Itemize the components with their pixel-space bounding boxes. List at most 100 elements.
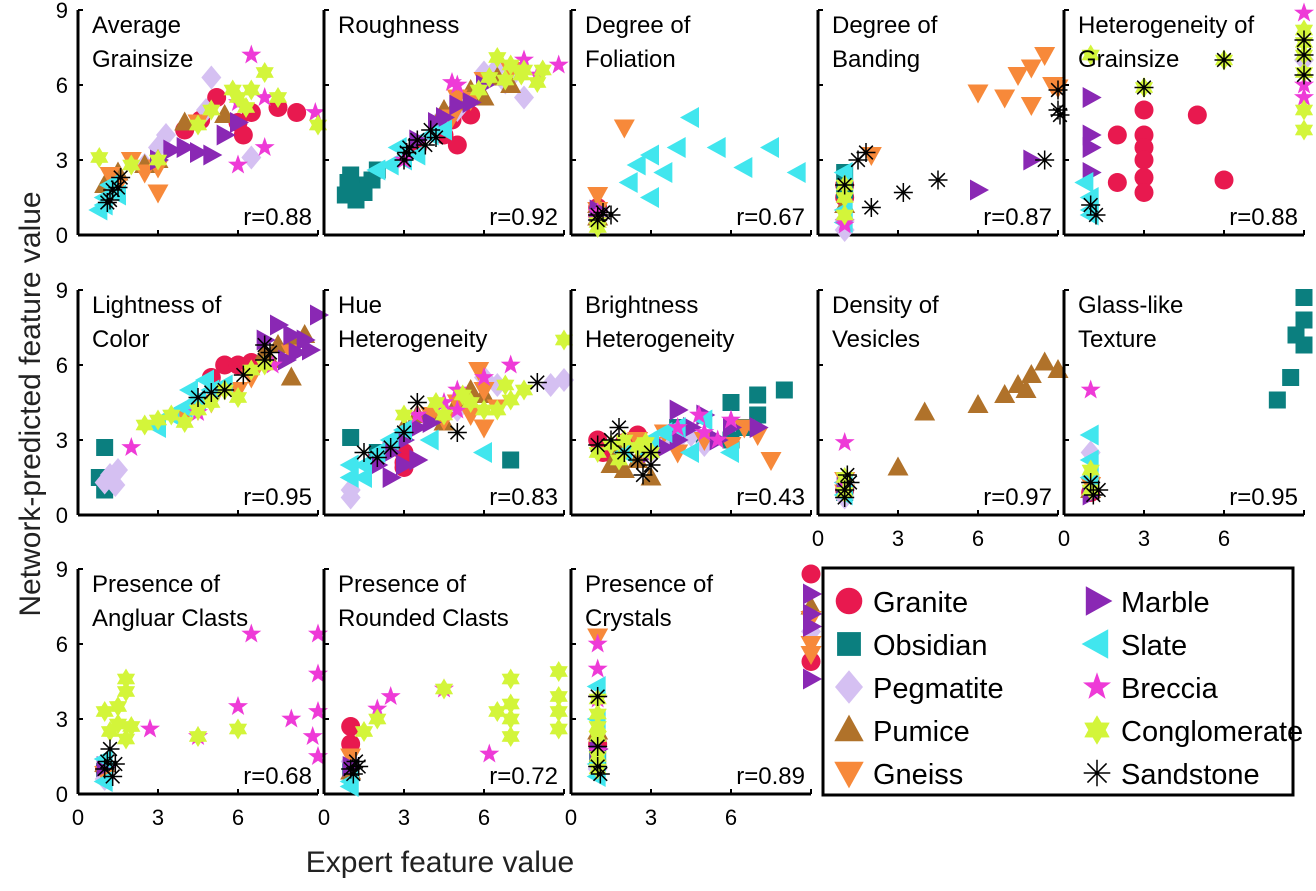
panel-title-line: Degree of xyxy=(585,12,691,39)
point-triangle-left xyxy=(653,162,673,183)
r-value-label: r=0.95 xyxy=(1229,484,1298,511)
panel-title-line: Foliation xyxy=(585,46,676,73)
point-asterisk xyxy=(255,335,275,355)
point-triangle-right xyxy=(803,583,822,605)
y-tick-label: 6 xyxy=(56,353,68,378)
point-triangle-right xyxy=(283,324,303,346)
x-tick-label: 6 xyxy=(972,526,984,551)
point-asterisk xyxy=(341,759,361,779)
point-square xyxy=(1282,369,1300,386)
point-circle xyxy=(1187,105,1207,125)
point-asterisk xyxy=(593,203,613,222)
point-circle xyxy=(1107,173,1127,192)
point-hexagram xyxy=(496,69,515,91)
point-pentagram xyxy=(241,623,262,643)
point-asterisk xyxy=(381,438,401,457)
point-triangle-down xyxy=(468,362,490,381)
point-asterisk xyxy=(1089,480,1109,500)
point-triangle-left xyxy=(179,379,198,401)
point-triangle-left xyxy=(680,442,699,463)
point-hexagram xyxy=(1294,119,1314,141)
point-triangle-down xyxy=(1020,59,1042,79)
point-circle xyxy=(1214,170,1234,190)
point-square xyxy=(347,191,365,209)
panel-title-line: Roughness xyxy=(338,12,459,39)
point-hexagram xyxy=(480,67,499,88)
point-hexagram xyxy=(162,404,181,426)
point-asterisk xyxy=(1048,80,1068,100)
point-pentagram xyxy=(514,49,534,69)
point-triangle-up xyxy=(967,394,989,413)
point-triangle-right xyxy=(163,139,183,161)
point-hexagram xyxy=(609,449,629,471)
point-asterisk xyxy=(835,488,855,507)
point-triangle-right xyxy=(669,399,689,421)
y-tick-label: 9 xyxy=(56,0,68,23)
y-tick-label: 9 xyxy=(56,278,68,303)
point-triangle-right xyxy=(436,107,455,128)
point-diamond xyxy=(241,145,262,170)
point-square xyxy=(1295,336,1313,354)
point-triangle-down xyxy=(1034,47,1056,66)
x-axis-label: Expert feature value xyxy=(306,846,575,879)
point-diamond xyxy=(487,373,508,397)
y-tick-label: 0 xyxy=(56,223,68,248)
legend-marker-asterisk xyxy=(1083,759,1111,787)
point-triangle-right xyxy=(230,112,249,133)
legend-label: Gneiss xyxy=(873,759,963,791)
y-tick-label: 3 xyxy=(56,148,68,173)
point-hexagram xyxy=(228,718,248,740)
x-tick-label: 3 xyxy=(1138,526,1150,551)
point-triangle-down xyxy=(967,84,989,104)
point-asterisk xyxy=(893,183,913,202)
point-hexagram xyxy=(116,668,136,690)
y-tick-label: 6 xyxy=(56,73,68,98)
point-pentagram xyxy=(254,87,275,106)
legend-item-marble: Marble xyxy=(1085,586,1210,619)
x-tick-label: 0 xyxy=(812,526,824,551)
point-hexagram xyxy=(549,686,568,707)
legend-label: Pumice xyxy=(873,716,970,748)
point-asterisk xyxy=(394,423,414,442)
point-pentagram xyxy=(447,379,468,399)
panel-title-line: Average xyxy=(92,12,181,39)
point-circle xyxy=(1134,168,1154,187)
point-triangle-left xyxy=(733,157,753,178)
point-hexagram xyxy=(496,374,515,396)
point-triangle-right xyxy=(422,412,442,433)
point-asterisk xyxy=(188,388,208,407)
point-square xyxy=(722,394,740,411)
point-asterisk xyxy=(111,168,131,187)
point-asterisk xyxy=(588,737,608,756)
r-value-label: r=0.87 xyxy=(983,204,1052,231)
point-square xyxy=(749,386,767,404)
point-asterisk xyxy=(1214,50,1234,70)
legend-label: Breccia xyxy=(1121,673,1219,705)
point-asterisk xyxy=(1081,473,1101,492)
point-pentagram xyxy=(262,354,283,374)
point-pentagram xyxy=(1080,379,1101,399)
point-triangle-up xyxy=(887,456,909,476)
point-triangle-left xyxy=(1079,424,1099,446)
point-asterisk xyxy=(95,759,115,779)
point-pentagram xyxy=(587,658,608,678)
x-tick-label: 3 xyxy=(645,805,657,830)
point-asterisk xyxy=(641,455,661,475)
point-triangle-left xyxy=(720,442,739,463)
r-value-label: r=0.89 xyxy=(736,763,805,790)
legend-item-pegmatite: Pegmatite xyxy=(835,670,1004,705)
point-pentagram xyxy=(121,437,142,456)
point-triangle-left xyxy=(419,429,439,451)
point-triangle-right xyxy=(302,339,321,361)
y-axis-label: Network-predicted feature value xyxy=(14,191,47,616)
panel-title-line: Crystals xyxy=(585,605,672,632)
panel-2: Roughness r=0.92 xyxy=(322,9,569,237)
point-triangle-down xyxy=(1020,97,1042,116)
point-triangle-right xyxy=(656,437,676,458)
point-asterisk xyxy=(97,752,117,771)
point-hexagram xyxy=(501,693,520,715)
point-triangle-up xyxy=(473,86,495,106)
point-triangle-right xyxy=(803,668,822,690)
point-triangle-right xyxy=(190,142,209,163)
point-triangle-right xyxy=(396,454,415,476)
